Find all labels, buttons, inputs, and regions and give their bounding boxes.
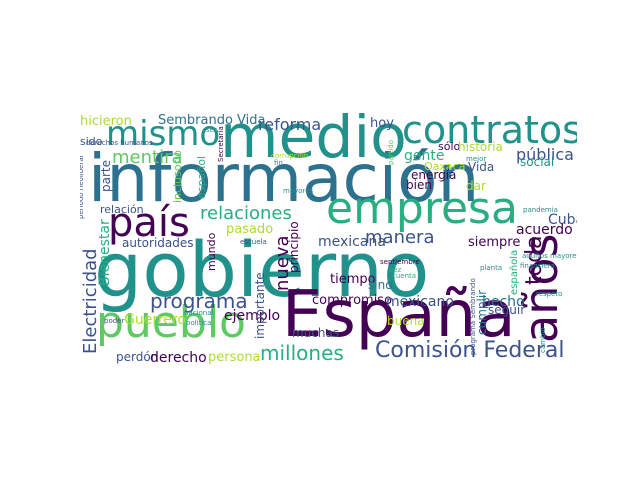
word-perdon: perdón bbox=[116, 350, 159, 364]
word-relaciones: relaciones bbox=[200, 203, 292, 224]
word-cloud: información gobierno España medio empres… bbox=[80, 113, 577, 371]
word-vida: Vida bbox=[468, 160, 495, 174]
word-dar: dar bbox=[466, 179, 486, 193]
word-mentira: mentira bbox=[112, 147, 183, 168]
word-empresa: empresa bbox=[326, 183, 518, 234]
word-gobierno: gobierno bbox=[94, 225, 430, 314]
word-ejemplo: ejemplo bbox=[224, 308, 281, 324]
word-financiera: financiera bbox=[520, 262, 555, 270]
word-mismo: mismo bbox=[106, 114, 221, 154]
word-periodo: periodo neoliberal bbox=[80, 155, 85, 219]
word-persona: persona bbox=[208, 350, 261, 365]
word-planta: planta bbox=[480, 264, 503, 272]
word-espanola: española bbox=[509, 249, 520, 295]
word-espanol: español bbox=[195, 156, 208, 199]
word-tiempo: tiempo bbox=[330, 272, 376, 287]
word-nacional: nacional bbox=[184, 309, 214, 317]
word-sembrando: Sembrando Vida bbox=[158, 113, 266, 128]
word-principio: principio bbox=[287, 221, 301, 273]
word-derecho: derecho bbox=[150, 350, 207, 366]
word-vez: vez bbox=[389, 266, 402, 274]
word-oaxaca: Oaxaca bbox=[424, 160, 466, 173]
word-mundo: mundo bbox=[205, 232, 218, 271]
word-gente: gente bbox=[404, 148, 445, 164]
word-bienestar: Bienestar bbox=[97, 219, 113, 286]
word-sino: sino bbox=[368, 278, 393, 292]
word-reforma: reforma bbox=[258, 115, 322, 134]
word-pueblo: pueblo bbox=[96, 297, 246, 348]
word-cuenta: cuenta bbox=[392, 272, 417, 280]
word-poder: poder bbox=[104, 317, 125, 325]
word-buena: buena bbox=[387, 314, 425, 328]
word-pasado: pasado bbox=[226, 222, 274, 237]
word-publica: pública bbox=[516, 145, 574, 164]
word-hecho: hecho bbox=[482, 294, 525, 310]
word-espana: España bbox=[282, 278, 516, 352]
word-corrupcion: corrupción bbox=[271, 152, 309, 160]
word-pandemia: pandemia bbox=[523, 206, 558, 214]
word-politica: política bbox=[186, 319, 212, 327]
word-secretaria: Secretaría bbox=[217, 126, 225, 162]
word-parte: parte bbox=[99, 160, 113, 192]
word-manera: manera bbox=[365, 227, 435, 248]
word-sido: sido bbox=[80, 135, 103, 148]
word-mexicana: mexicana bbox=[318, 234, 386, 250]
word-septiembre: septiembre bbox=[380, 258, 420, 266]
word-fin: fin bbox=[274, 159, 283, 167]
word-medio: medio bbox=[220, 113, 407, 172]
word-informacion: información bbox=[88, 140, 480, 217]
word-solo: sólo bbox=[438, 140, 461, 153]
word-mejor: mejor bbox=[466, 155, 487, 163]
word-energia: energía bbox=[411, 168, 457, 182]
word-contratos: contratos bbox=[402, 113, 577, 152]
word-programa-sembrando: programa Sembrando bbox=[469, 278, 477, 355]
word-historia: historia bbox=[458, 140, 503, 154]
word-escuela: escuela bbox=[240, 238, 267, 246]
word-programa: programa bbox=[150, 289, 248, 313]
word-compromiso: compromiso bbox=[312, 293, 393, 308]
word-autoridades: autoridades bbox=[122, 236, 194, 250]
word-mexicano: mexicano bbox=[386, 294, 454, 310]
word-comision: Comisión Federal bbox=[375, 338, 565, 363]
word-cumplir: cumplir bbox=[475, 289, 489, 335]
word-relacion: relación bbox=[100, 203, 144, 216]
word-hoy: hoy bbox=[370, 116, 394, 131]
word-millones: millones bbox=[260, 341, 344, 365]
word-derechos: derechos humanos bbox=[86, 139, 153, 147]
word-acuerdo: acuerdo bbox=[516, 222, 573, 238]
word-respeto: respeto bbox=[536, 290, 563, 298]
word-social: social bbox=[520, 155, 555, 169]
word-toda: toda bbox=[522, 235, 547, 285]
word-importante: importante bbox=[253, 272, 267, 339]
word-mayores: mayores bbox=[283, 187, 314, 195]
word-pais: país bbox=[108, 200, 190, 246]
word-muchas: muchas bbox=[292, 326, 340, 340]
word-partido: partido bbox=[387, 139, 395, 165]
word-cambio: cambio bbox=[539, 327, 547, 353]
word-hicieron: hicieron bbox=[80, 114, 132, 129]
word-bien: bien bbox=[406, 178, 432, 192]
word-ser: ser bbox=[206, 126, 217, 134]
word-inclusorio: inclusorio bbox=[171, 150, 184, 203]
word-adultos: adultos mayores bbox=[522, 252, 577, 260]
word-seguir: seguir bbox=[488, 303, 526, 317]
word-siempre: siempre bbox=[468, 235, 521, 250]
word-guerrero: Guerrero bbox=[124, 312, 186, 328]
